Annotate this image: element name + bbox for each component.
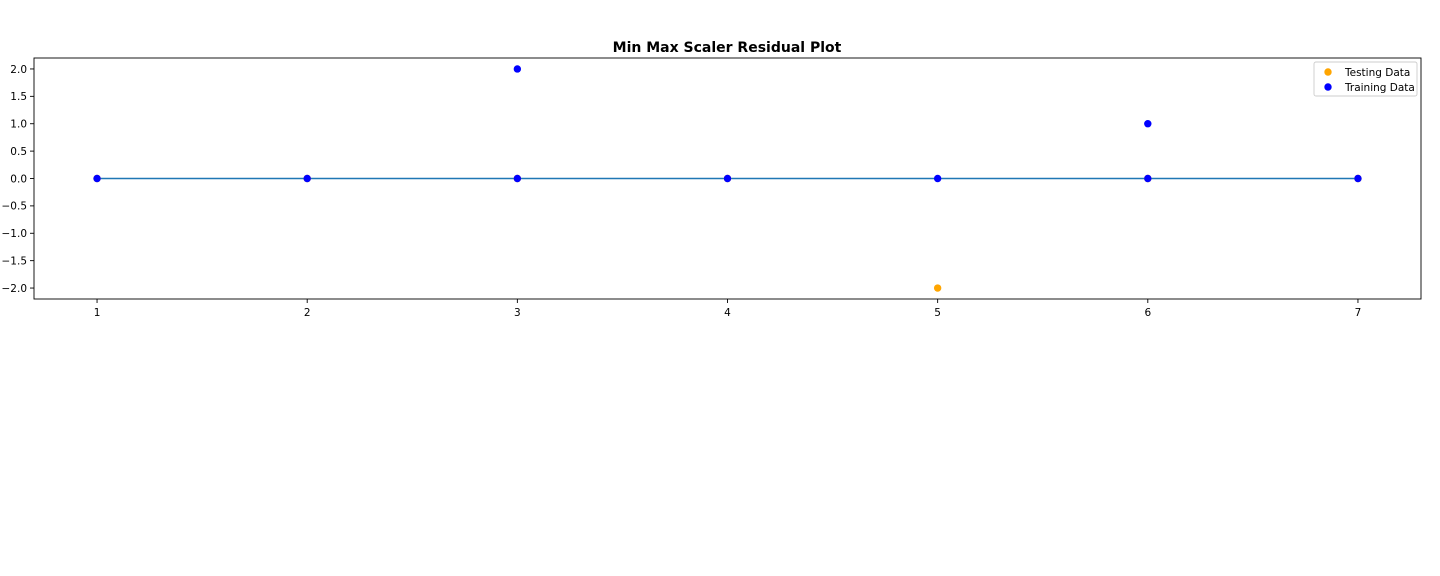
point-training-data-0	[93, 174, 101, 183]
y-tick-label: 0.5	[10, 146, 27, 158]
legend-marker-training-data	[1324, 83, 1332, 91]
legend-label-training-data: Training Data	[1344, 82, 1415, 94]
legend-marker-testing-data	[1324, 68, 1332, 76]
x-tick-label: 7	[1355, 307, 1362, 319]
x-tick-label: 6	[1144, 307, 1151, 319]
y-tick-label: −1.5	[2, 255, 28, 267]
point-testing-data-0	[933, 284, 942, 292]
legend-label-testing-data: Testing Data	[1344, 67, 1410, 79]
point-training-data-5	[933, 174, 942, 183]
point-training-data-3	[513, 174, 522, 183]
y-tick-label: 0.0	[10, 173, 27, 185]
x-tick-label: 2	[304, 307, 311, 319]
y-tick-label: −2.0	[2, 283, 28, 295]
x-tick-label: 4	[724, 307, 731, 319]
legend-box	[1313, 61, 1418, 97]
x-tick-label: 5	[934, 307, 941, 319]
y-tick-label: 1.0	[10, 119, 27, 131]
y-tick-label: 2.0	[10, 64, 27, 76]
x-tick-label: 1	[94, 307, 101, 319]
y-tick-label: −1.0	[2, 228, 28, 240]
point-training-data-7	[1144, 174, 1152, 183]
point-training-data-2	[513, 65, 522, 73]
y-tick-label: 1.5	[10, 91, 27, 103]
point-training-data-1	[303, 174, 311, 183]
point-training-data-8	[1354, 174, 1362, 183]
point-training-data-4	[723, 174, 732, 183]
chart-title: Min Max Scaler Residual Plot	[613, 40, 842, 56]
point-training-data-6	[1144, 120, 1152, 128]
x-tick-label: 3	[514, 307, 521, 319]
y-tick-label: −0.5	[2, 201, 28, 213]
